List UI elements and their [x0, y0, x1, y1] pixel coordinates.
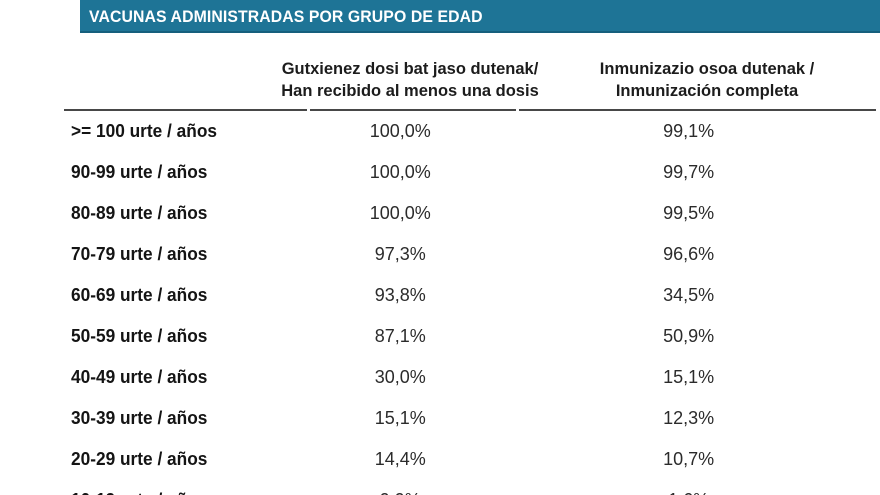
table-row: 10-19 urte / años 9,9% 1,6% — [0, 480, 880, 495]
table-body: >= 100 urte / años 100,0% 99,1% 90-99 ur… — [0, 111, 880, 495]
title-bar: VACUNAS ADMINISTRADAS POR GRUPO DE EDAD — [80, 0, 880, 33]
table-row: 90-99 urte / años 100,0% 99,7% — [0, 152, 880, 193]
table-row: 50-59 urte / años 87,1% 50,9% — [0, 316, 880, 357]
table-header: Gutxienez dosi bat jaso dutenak/ Han rec… — [0, 58, 880, 108]
table-row: 60-69 urte / años 93,8% 34,5% — [0, 275, 880, 316]
full-immunization-value: 34,5% — [663, 285, 715, 305]
dose1-value: 97,3% — [374, 244, 426, 264]
dose1-value: 100,0% — [369, 162, 431, 182]
dose1-value: 100,0% — [369, 121, 431, 141]
full-immunization-value: 1,6% — [497, 490, 880, 495]
dose1-value: 14,4% — [374, 449, 426, 469]
header-rule-segment — [519, 109, 876, 111]
full-immunization-value: 96,6% — [663, 244, 715, 264]
table-row: 70-79 urte / años 97,3% 96,6% — [0, 234, 880, 275]
age-group-label: 10-19 urte / años — [71, 490, 294, 495]
age-group-label: 80-89 urte / años — [71, 203, 208, 223]
full-immunization-value: 99,1% — [663, 121, 715, 141]
table-row: 30-39 urte / años 15,1% 12,3% — [0, 398, 880, 439]
column-header-full-immunization: Inmunizazio osoa dutenak / Inmunización … — [562, 58, 853, 102]
full-immunization-value: 10,7% — [663, 449, 715, 469]
column-header-line: Inmunización completa — [615, 81, 799, 100]
table-row: 20-29 urte / años 14,4% 10,7% — [0, 439, 880, 480]
column-header-line: Han recibido al menos una dosis — [281, 81, 539, 100]
table-row: >= 100 urte / años 100,0% 99,1% — [0, 111, 880, 152]
column-header-line: Gutxienez dosi bat jaso dutenak/ — [281, 59, 539, 78]
header-rule-segment — [310, 109, 516, 111]
table-row: 80-89 urte / años 100,0% 99,5% — [0, 193, 880, 234]
full-immunization-value: 99,5% — [663, 203, 715, 223]
column-header-at-least-one-dose: Gutxienez dosi bat jaso dutenak/ Han rec… — [265, 58, 556, 102]
dose1-value: 87,1% — [374, 326, 426, 346]
dose1-value: 93,8% — [374, 285, 426, 305]
header-rule-segment — [64, 109, 307, 111]
age-group-label: 60-69 urte / años — [71, 285, 208, 305]
table-row: 40-49 urte / años 30,0% 15,1% — [0, 357, 880, 398]
full-immunization-value: 15,1% — [663, 367, 715, 387]
column-header-line: Inmunizazio osoa dutenak / — [599, 59, 815, 78]
full-immunization-value: 50,9% — [663, 326, 715, 346]
age-group-label: >= 100 urte / años — [71, 121, 217, 141]
dose1-value: 15,1% — [374, 408, 426, 428]
full-immunization-value: 12,3% — [663, 408, 715, 428]
age-group-label: 30-39 urte / años — [71, 408, 208, 428]
dose1-value: 30,0% — [374, 367, 426, 387]
age-group-label: 40-49 urte / años — [71, 367, 208, 387]
age-group-label: 20-29 urte / años — [71, 449, 208, 469]
age-group-label: 90-99 urte / años — [71, 162, 208, 182]
page-title: VACUNAS ADMINISTRADAS POR GRUPO DE EDAD — [89, 7, 483, 26]
dose1-value: 100,0% — [369, 203, 431, 223]
age-group-label: 50-59 urte / años — [71, 326, 208, 346]
age-group-label: 70-79 urte / años — [71, 244, 208, 264]
full-immunization-value: 99,7% — [663, 162, 715, 182]
dose1-value: 9,9% — [303, 490, 497, 495]
